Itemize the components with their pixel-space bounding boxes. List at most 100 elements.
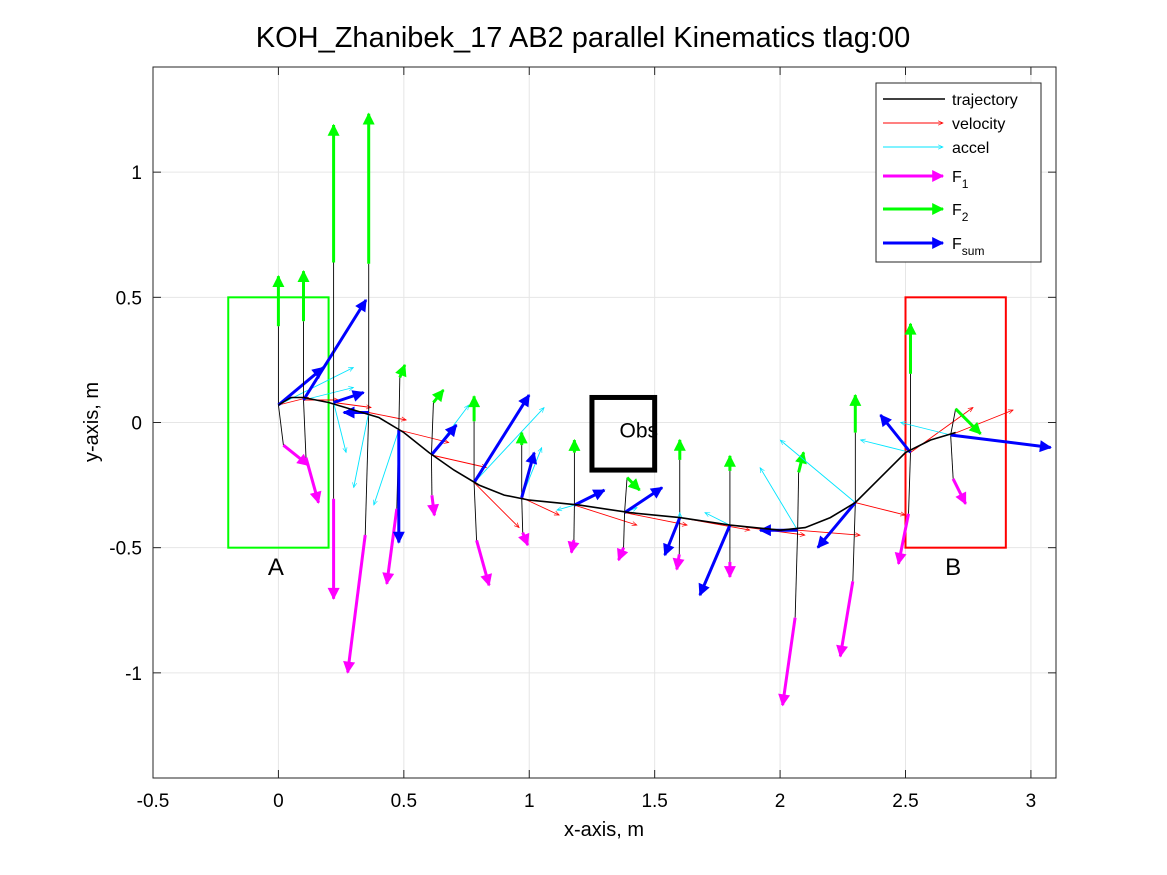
regions: A B Obs bbox=[227, 296, 1007, 581]
x-axis-label: x-axis, m bbox=[564, 819, 644, 841]
acc-arrow bbox=[333, 402, 348, 454]
f1-arrow bbox=[672, 554, 685, 571]
x-tick-label: 3 bbox=[1026, 791, 1037, 812]
legend-subscript: 1 bbox=[962, 177, 969, 191]
y-tick-label: -0.5 bbox=[109, 539, 142, 560]
f1-arrow bbox=[518, 532, 530, 547]
fsum-arrow bbox=[430, 424, 458, 456]
fsum-arrow bbox=[520, 451, 538, 499]
fsum-arrow bbox=[663, 517, 682, 557]
region-a-label: A bbox=[268, 554, 284, 581]
fsum-arrow bbox=[698, 524, 732, 597]
x-tick-label: 0.5 bbox=[391, 791, 417, 812]
legend-label: accel bbox=[952, 140, 989, 157]
f2-arrow bbox=[626, 476, 641, 492]
fsum-arrow bbox=[623, 486, 664, 514]
f1-arrow bbox=[567, 539, 580, 554]
obstacle-label: Obs bbox=[620, 420, 659, 443]
acc-arrow bbox=[704, 512, 731, 526]
f1-arrow bbox=[951, 478, 967, 505]
vector-arrows bbox=[272, 112, 1052, 707]
acc-arrow bbox=[779, 439, 856, 503]
fsum-arrow bbox=[472, 394, 531, 484]
f1-arrow bbox=[894, 513, 910, 565]
acc-arrow bbox=[473, 407, 545, 483]
connector-line bbox=[573, 505, 575, 541]
legend-subscript: 2 bbox=[962, 210, 969, 224]
vel-arrow bbox=[431, 454, 488, 469]
x-tick-label: -0.5 bbox=[137, 791, 170, 812]
acc-arrow bbox=[372, 429, 400, 506]
connector-line bbox=[950, 408, 957, 436]
legend-entry-accel: accel bbox=[883, 140, 989, 157]
f1-arrow bbox=[282, 444, 310, 467]
legend-subscript: sum bbox=[962, 244, 985, 258]
connector-line bbox=[623, 512, 626, 548]
chart-title: KOH_Zhanibek_17 AB2 parallel Kinematics … bbox=[256, 22, 911, 54]
x-tick-label: 0 bbox=[273, 791, 284, 812]
fsum-arrow bbox=[333, 390, 365, 404]
connector-line bbox=[908, 452, 911, 514]
vel-arrow bbox=[574, 504, 638, 526]
region-b-label: B bbox=[945, 554, 961, 581]
f1-arrow bbox=[427, 495, 440, 517]
acc-arrow bbox=[352, 412, 370, 489]
x-tick-label: 2.5 bbox=[892, 791, 918, 812]
y-tick-label: -1 bbox=[125, 664, 142, 685]
vel-arrow bbox=[855, 502, 907, 517]
legend-entry-trajectory: trajectory bbox=[883, 92, 1018, 109]
x-tick-label: 2 bbox=[775, 791, 786, 812]
connector-line bbox=[277, 404, 284, 446]
connector-line bbox=[364, 412, 370, 535]
axis-ticks: -0.5 0 0.5 1 1.5 2 2.5 3 -1 -0.5 0 0.5 1 bbox=[109, 67, 1056, 812]
f2-arrow bbox=[795, 451, 807, 473]
f2-arrow bbox=[431, 389, 445, 404]
fsum-arrow bbox=[573, 488, 606, 507]
connector-line bbox=[473, 482, 478, 541]
fsum-arrow bbox=[816, 501, 857, 549]
f2-arrow bbox=[954, 407, 982, 435]
legend-label: trajectory bbox=[952, 92, 1018, 109]
fsum-arrow bbox=[302, 298, 368, 401]
trajectory-line bbox=[277, 396, 956, 532]
f1-arrow bbox=[778, 617, 797, 707]
connector-line bbox=[398, 377, 401, 431]
acc-arrow bbox=[278, 367, 355, 406]
fsum-arrow bbox=[277, 366, 325, 407]
acc-arrow bbox=[759, 467, 798, 531]
connector-line bbox=[950, 434, 954, 479]
f1-arrow bbox=[382, 508, 399, 585]
connector-line bbox=[797, 472, 800, 531]
legend-entry-velocity: velocity bbox=[883, 116, 1005, 133]
legend-box bbox=[875, 82, 1042, 263]
y-tick-label: 0 bbox=[131, 414, 142, 435]
acc-arrow bbox=[899, 421, 951, 436]
vel-arrow bbox=[950, 409, 1014, 436]
connector-line bbox=[794, 530, 799, 618]
x-tick-label: 1 bbox=[524, 791, 535, 812]
connector-line bbox=[624, 477, 628, 513]
acc-arrow bbox=[859, 438, 911, 453]
connector-line bbox=[521, 497, 524, 533]
f1-arrow bbox=[836, 581, 855, 658]
f2-arrow bbox=[395, 363, 407, 379]
connector-line bbox=[430, 455, 433, 496]
vel-arrow bbox=[473, 482, 520, 529]
legend-label: velocity bbox=[952, 116, 1005, 133]
y-axis-label: y-axis, m bbox=[81, 382, 103, 462]
connector-line bbox=[852, 502, 856, 582]
fsum-arrow bbox=[950, 433, 1052, 453]
x-tick-label: 1.5 bbox=[641, 791, 667, 812]
connector-line bbox=[678, 517, 681, 555]
acc-arrow bbox=[303, 386, 355, 401]
f1-arrow bbox=[475, 539, 492, 587]
f1-arrow bbox=[304, 457, 322, 504]
vel-arrow bbox=[333, 402, 372, 410]
f1-arrow bbox=[343, 534, 367, 674]
connector-line bbox=[430, 402, 434, 456]
y-tick-label: 0.5 bbox=[116, 288, 142, 309]
f1-arrow bbox=[617, 547, 629, 562]
y-tick-label: 1 bbox=[131, 163, 142, 184]
vel-arrow bbox=[368, 412, 407, 422]
obstacle-box bbox=[589, 394, 658, 473]
